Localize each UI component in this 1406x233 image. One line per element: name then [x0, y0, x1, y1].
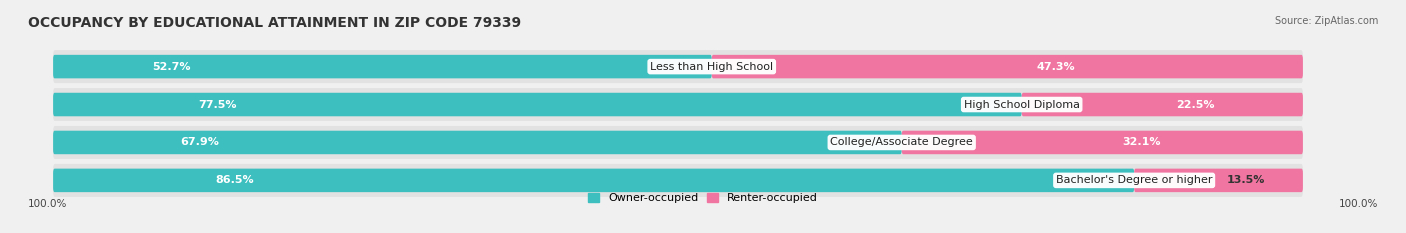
- Legend: Owner-occupied, Renter-occupied: Owner-occupied, Renter-occupied: [583, 188, 823, 208]
- FancyBboxPatch shape: [53, 126, 1303, 159]
- Text: 47.3%: 47.3%: [1036, 62, 1076, 72]
- FancyBboxPatch shape: [1022, 93, 1303, 116]
- Text: College/Associate Degree: College/Associate Degree: [831, 137, 973, 147]
- Text: Source: ZipAtlas.com: Source: ZipAtlas.com: [1274, 16, 1378, 26]
- Text: 86.5%: 86.5%: [215, 175, 254, 185]
- Text: 32.1%: 32.1%: [1122, 137, 1161, 147]
- Text: Bachelor's Degree or higher: Bachelor's Degree or higher: [1056, 175, 1212, 185]
- FancyBboxPatch shape: [53, 169, 1135, 192]
- Text: 100.0%: 100.0%: [28, 199, 67, 209]
- Text: Less than High School: Less than High School: [650, 62, 773, 72]
- Text: High School Diploma: High School Diploma: [963, 99, 1080, 110]
- Text: 77.5%: 77.5%: [198, 99, 236, 110]
- FancyBboxPatch shape: [53, 55, 711, 78]
- Text: 67.9%: 67.9%: [180, 137, 219, 147]
- FancyBboxPatch shape: [53, 50, 1303, 83]
- FancyBboxPatch shape: [901, 131, 1303, 154]
- Text: 100.0%: 100.0%: [1339, 199, 1378, 209]
- FancyBboxPatch shape: [53, 131, 901, 154]
- FancyBboxPatch shape: [53, 164, 1303, 197]
- Text: OCCUPANCY BY EDUCATIONAL ATTAINMENT IN ZIP CODE 79339: OCCUPANCY BY EDUCATIONAL ATTAINMENT IN Z…: [28, 16, 522, 30]
- Text: 22.5%: 22.5%: [1177, 99, 1215, 110]
- Text: 13.5%: 13.5%: [1227, 175, 1265, 185]
- Text: 52.7%: 52.7%: [152, 62, 190, 72]
- FancyBboxPatch shape: [1135, 169, 1303, 192]
- FancyBboxPatch shape: [53, 93, 1022, 116]
- FancyBboxPatch shape: [711, 55, 1303, 78]
- FancyBboxPatch shape: [53, 88, 1303, 121]
